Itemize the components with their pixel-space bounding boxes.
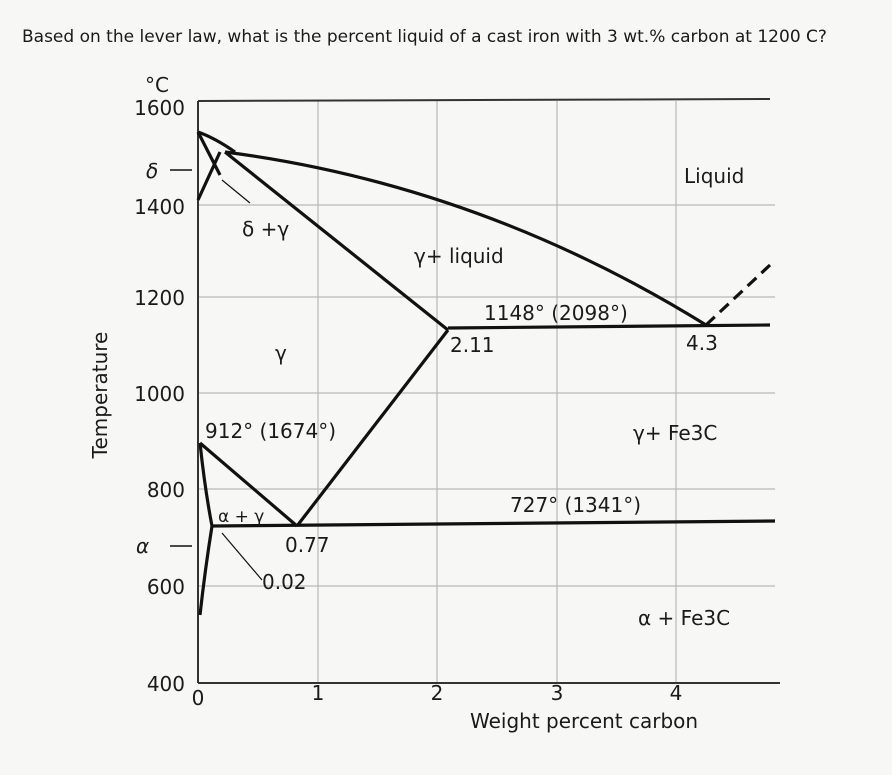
top-line <box>197 98 771 102</box>
region-label: δ +γ <box>242 217 289 241</box>
eutectic-line <box>447 323 771 330</box>
liquidus-fe3c <box>704 263 772 327</box>
point-label: 4.3 <box>686 331 718 355</box>
solidus <box>224 150 449 332</box>
y-tick-label: 800 <box>147 478 185 502</box>
liquidus <box>224 150 707 327</box>
eutectoid-line <box>211 519 776 528</box>
region-label: γ <box>275 341 287 365</box>
y-tick-label: 1000 <box>134 382 185 406</box>
region-label: Liquid <box>684 164 744 188</box>
point-label: 0.02 <box>262 570 307 594</box>
x-tick-label: 2 <box>431 681 444 705</box>
point-label: 727° (1341°) <box>510 493 641 517</box>
pointer-arrows <box>170 169 192 547</box>
y-tick-label: 1400 <box>134 195 185 219</box>
label-leaders <box>221 179 263 581</box>
x-tick-label: 0 <box>192 686 205 710</box>
a3-line <box>198 441 299 528</box>
x-title: Weight percent carbon <box>470 709 698 733</box>
x-tick-label: 3 <box>551 681 564 705</box>
region-label: γ+ liquid <box>414 244 504 268</box>
delta-symbol: δ <box>146 159 158 183</box>
y-tick-label: 400 <box>147 672 185 696</box>
grid <box>198 101 775 683</box>
phase-lines <box>170 130 776 616</box>
point-label: 912° (1674°) <box>205 419 336 443</box>
region-label: α + γ <box>218 507 264 527</box>
point-label: 1148° (2098°) <box>484 301 628 325</box>
region-label: γ+ Fe3C <box>633 421 717 445</box>
point-label: 0.77 <box>285 533 330 557</box>
y-unit: °C <box>145 73 169 97</box>
y-tick-label: 1200 <box>134 286 185 310</box>
acm-line <box>295 329 450 527</box>
y-tick-label: 600 <box>147 575 185 599</box>
x-tick-label: 1 <box>312 681 325 705</box>
region-label: α + Fe3C <box>638 606 730 630</box>
alpha-boundary <box>198 442 214 616</box>
y-title: Temperature <box>88 332 112 460</box>
point-label: 2.11 <box>450 333 495 357</box>
delta-lines <box>196 130 236 201</box>
labels: °C 1600 1400 1200 1000 800 600 400 0 1 2… <box>88 73 744 733</box>
alpha-symbol: α <box>136 534 149 558</box>
x-tick-label: 4 <box>670 681 683 705</box>
question: Based on the lever law, what is the perc… <box>22 27 827 47</box>
y-tick-label: 1600 <box>134 96 185 120</box>
